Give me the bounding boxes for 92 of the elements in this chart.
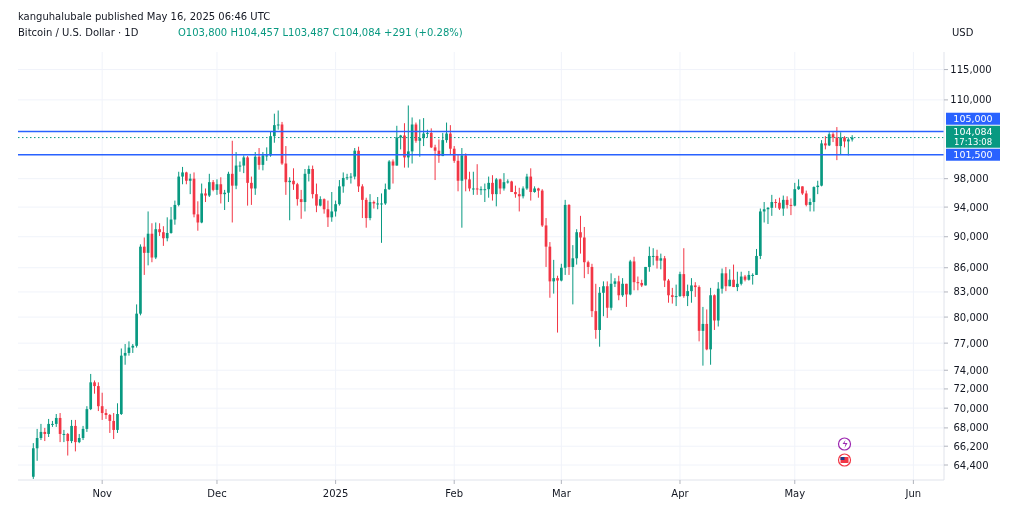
candlestick [100,392,104,421]
candlestick [602,280,605,317]
candlestick [162,225,165,247]
candlestick [292,167,295,191]
candlestick [341,171,345,194]
candlestick [579,215,582,255]
x-tick-label: Mar [551,488,572,499]
candlestick [617,275,621,301]
candlestick [403,122,406,169]
candlestick [250,176,253,206]
candlestick [315,183,318,213]
candlestick [66,432,70,457]
candlestick [449,124,452,156]
text: 17:13:08 [953,137,993,148]
candlestick [330,191,334,223]
y-tick-label: 70,000 [953,402,989,414]
x-tick-label: 2025 [322,488,349,499]
candlestick [517,187,521,212]
x-tick-label: Dec [207,488,227,499]
candlestick [380,192,383,244]
candlestick [571,244,575,305]
candlestick [736,271,739,292]
candlestick [338,179,341,207]
candlestick [682,247,686,299]
y-tick-label: 66,200 [953,440,989,452]
candlestick [464,152,468,192]
candlestick [663,255,667,288]
x-tick-label: Nov [92,488,113,499]
candlestick [648,246,651,273]
y-tick-label: 115,000 [950,64,992,76]
chart-title: Bitcoin / U.S. Dollar · 1D [18,27,139,38]
ref-line-label: 105,000 [953,113,993,125]
candlestick [491,174,494,202]
y-tick-label: 74,000 [953,364,989,376]
candlestick [364,197,368,229]
candlestick [265,146,269,162]
y-tick-label: 83,000 [953,286,989,298]
candlestick [47,418,50,438]
chart-subtitle: O103,800 H104,457 L103,487 C104,084 +291 (+0.28%) [178,27,463,38]
x-tick-label: Jun [904,488,922,499]
y-tick-label: 64,400 [953,459,989,471]
candlestick [472,171,475,196]
y-axis-title: USD [952,27,974,38]
candlestick [468,171,471,192]
y-tick-label: 77,000 [953,337,989,349]
text: kanguhalubale published May 16, 2025 06:46 UTC [18,11,271,22]
candlestick [751,272,755,286]
candlestick [108,413,112,434]
candlestick [529,167,533,202]
candlestick [552,259,556,295]
candlestick [74,419,77,452]
candlestick [487,176,490,199]
candlestick [142,237,146,276]
candlestick [556,275,559,334]
candlestick [227,171,230,203]
candlestick [651,247,655,266]
y-tick-label: 98,000 [953,173,989,185]
y-tick-label: 90,000 [953,231,989,243]
y-tick-label: 110,000 [950,94,992,106]
x-tick-label: Feb [445,488,464,499]
candlestick [494,177,498,207]
candlestick [605,280,609,319]
candlestick [686,284,689,307]
candlestick [621,277,624,298]
x-tick-label: Apr [671,488,690,499]
candlestick [116,402,119,434]
candlestick [376,196,380,210]
candlestick [384,183,387,206]
candlestick [361,183,364,219]
candlestick [70,419,73,444]
ref-line-label: 104,084 [953,126,993,138]
candlestick [219,176,223,204]
candlestick [755,248,758,276]
y-tick-label: 80,000 [953,311,989,323]
candlestick [781,195,785,217]
candlestick [97,381,100,412]
ref-line-label: 101,500 [953,149,993,161]
candlestick [295,182,299,207]
y-tick-label: 72,000 [953,383,989,395]
candlestick [690,277,693,304]
candlestick [112,412,115,440]
y-tick-label: 94,000 [953,201,989,213]
candlestick [475,163,479,196]
x-tick-label: May [784,488,806,499]
candlestick [483,183,487,203]
candlestick [207,173,211,198]
candlestick [230,140,234,223]
candlestick [391,158,395,185]
candlestick [188,173,192,195]
y-tick-label: 86,000 [953,262,989,274]
candlestick [667,278,670,304]
y-tick-label: 68,000 [953,422,989,434]
